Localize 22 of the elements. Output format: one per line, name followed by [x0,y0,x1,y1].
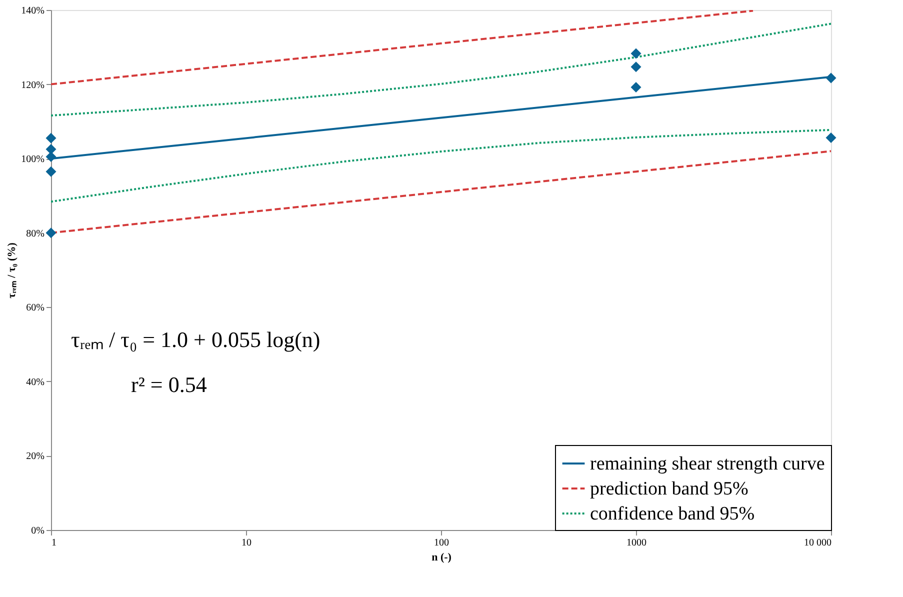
annotation: τᵣₑₘ / τ₀ = 1.0 + 0.055 log(n) [71,327,320,352]
y-tick-label: 80% [26,228,44,240]
y-tick-label: 100% [21,154,44,166]
legend-label: prediction band 95% [590,478,748,500]
line-series [51,22,831,116]
y-tick-label: 20% [26,451,44,462]
y-tick-label: 40% [26,376,44,388]
y-tick-label: 0% [31,526,44,536]
legend-label: remaining shear strength curve [590,454,825,474]
x-axis-title: n (-) [432,552,452,564]
x-tick-label: 10 [242,538,252,548]
x-tick-label: 100 [434,538,449,548]
annotation: r² = 0.54 [131,372,207,397]
line-series [51,128,831,203]
x-tick-label: 10 000 [804,538,832,548]
y-tick-label: 140% [21,6,44,16]
y-tick-label: 60% [26,302,44,314]
y-axis-title: τᵣₑₘ / τ₀ (%) [6,242,18,298]
x-tick-label: 1000 [626,538,646,548]
x-tick-label: 1 [52,538,56,548]
y-tick-label: 120% [21,80,44,91]
legend-label: confidence band 95% [590,504,755,524]
